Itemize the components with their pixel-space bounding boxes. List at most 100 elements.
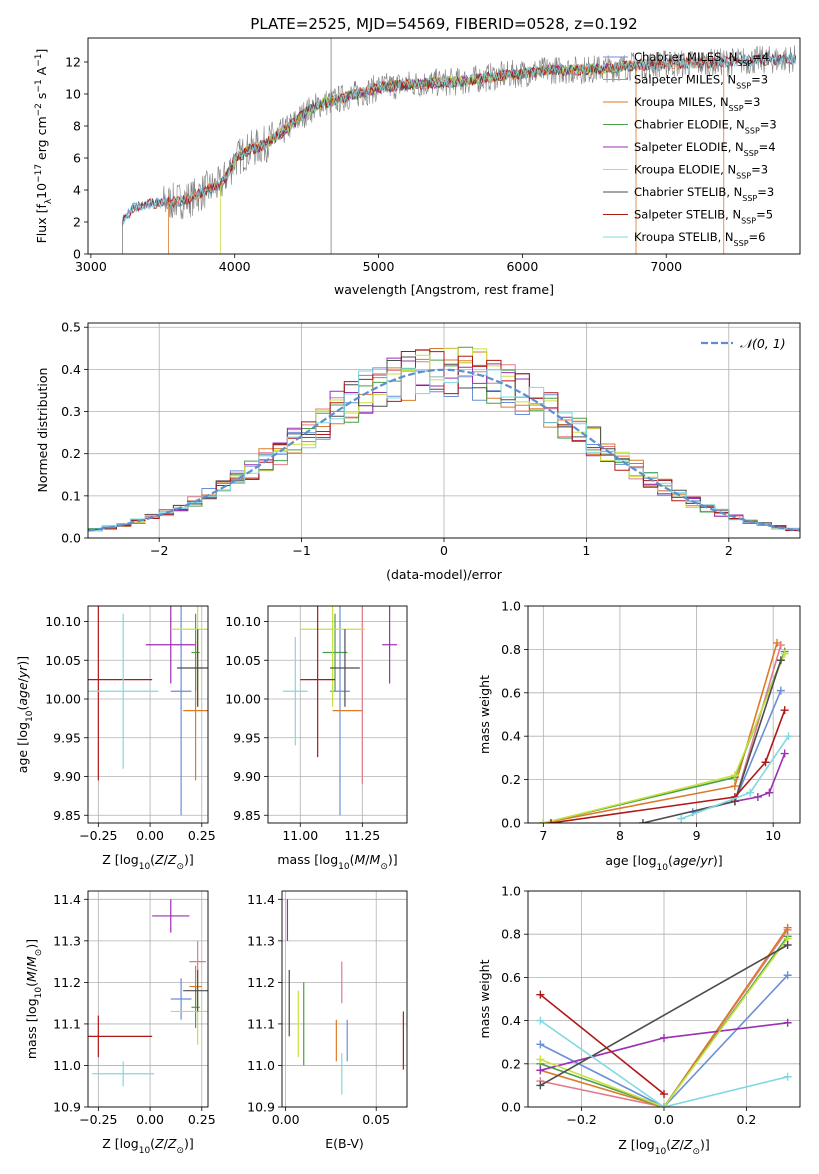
weight-point-kroupa-miles	[773, 638, 782, 647]
residuals-y-tick-label: 0.2	[61, 446, 81, 461]
plot-area	[282, 606, 398, 816]
mass-weight-vs-age-panel: 7 8 9 10 0.0 0.2 0.4 0.6 0.8 1.0 age [log10(age/yr…	[477, 599, 801, 873]
weight-line-salpeter-stelib	[550, 709, 786, 823]
weight-point-kroupa-stelib	[784, 732, 793, 741]
mass-weight-vs-age-y-tick-label: 0.8	[501, 642, 521, 657]
weight-point-chabrier-stelib	[638, 819, 647, 823]
spectrum-panel: 3000 4000 5000 6000 7000 0 2 4 6 8 10 12 wavelength …	[34, 37, 801, 297]
age-vs-Z-x-label: Z [log10(Z/Z⊙)]	[102, 852, 194, 872]
spectrum-y-tick-label: 0	[73, 247, 81, 262]
weight-point-chabrier-stelib	[536, 1081, 545, 1090]
weight-point-chabrier-stelib	[783, 941, 792, 949]
residuals-x-label: (data-model)/error	[386, 567, 503, 582]
plot-area	[536, 923, 792, 1107]
mass-vs-EBV-x-tick-label: 0.05	[362, 1112, 390, 1127]
legend-entry: Salpeter ELODIE, NSSP=4	[634, 140, 776, 158]
mass-weight-vs-Z-y-label: mass weight	[477, 959, 492, 1038]
mass-vs-Z-y-label: mass [log10(M/M⊙)]	[24, 939, 44, 1059]
weight-point-salpeter-elodie	[753, 792, 762, 801]
mass-weight-vs-Z-y-tick-label: 0.6	[501, 970, 521, 985]
model-line-kroupa-stelib	[122, 52, 797, 225]
axes-frame	[87, 605, 209, 824]
residuals-y-tick-label: 0.4	[61, 362, 81, 377]
residuals-x-tick-label: 0	[440, 543, 448, 558]
plot-area	[539, 638, 793, 823]
mass-weight-vs-Z-x-tick-label: 0.0	[654, 1112, 674, 1127]
age-vs-mass-x-label: mass [log10(M/M⊙)]	[277, 852, 397, 872]
mass-vs-Z-y-tick-label: 11.0	[53, 1058, 81, 1073]
legend-entry: Chabrier MILES, NSSP=4	[634, 50, 769, 68]
age-vs-Z-y-tick-label: 10.00	[45, 692, 81, 707]
mass-weight-vs-Z-y-tick-label: 1.0	[501, 884, 521, 899]
residuals-y-tick-label: 0.1	[61, 488, 81, 503]
age-vs-Z-y-tick-label: 10.05	[45, 653, 81, 668]
mass-weight-vs-Z-panel: −0.2 0.0 0.2 0.0 0.2 0.4 0.6 0.8 1.0 Z [log10(Z/Z…	[477, 884, 801, 1157]
spectrum-data-line	[122, 45, 796, 225]
spectrum-y-label: Flux [fλ10−17 erg cm−2 s−1 A−1]	[34, 49, 54, 244]
weight-point-kroupa-elodie	[539, 819, 548, 823]
histogram-salpeter-stelib	[88, 349, 800, 531]
mass-weight-vs-age-x-tick-label: 9	[693, 828, 701, 843]
plot-area	[286, 899, 404, 1095]
mass-vs-Z-x-tick-label: 0.00	[136, 1112, 164, 1127]
legend-entry: Chabrier STELIB, NSSP=3	[634, 185, 774, 203]
mass-vs-EBV-y-tick-label: 11.1	[247, 1016, 275, 1031]
mass-vs-Z-y-tick-label: 11.4	[53, 892, 81, 907]
weight-point-salpeter-stelib	[546, 819, 555, 823]
age-vs-mass-y-tick-label: 10.10	[225, 614, 261, 629]
mass-weight-vs-age-x-label: age [log10(age/yr)]	[605, 853, 722, 873]
axes-frame	[527, 890, 801, 1108]
mass-vs-Z-x-tick-label: 0.25	[188, 1112, 216, 1127]
mass-weight-vs-Z-y-tick-label: 0.0	[501, 1100, 521, 1115]
spectrum-x-tick-label: 3000	[75, 259, 107, 274]
mass-weight-vs-age-y-tick-label: 0.0	[501, 816, 521, 831]
weight-point-salpeter-stelib	[660, 1090, 668, 1099]
weight-point-kroupa-elodie	[536, 1055, 545, 1064]
weight-line-kroupa-miles	[540, 927, 789, 1107]
model-line-salpeter-stelib	[122, 54, 797, 222]
residuals-panel: −2 −1 0 1 2 0.0 0.1 0.2 0.3 0.4 0.5 𝒩(0, 1) (data-mo…	[35, 320, 801, 582]
weight-point-kroupa-stelib	[677, 814, 686, 823]
age-vs-mass-y-tick-label: 9.85	[233, 808, 261, 823]
legend-entry: Salpeter MILES, NSSP=3	[634, 73, 768, 91]
spectrum-x-tick-label: 4000	[219, 259, 251, 274]
weight-point-kroupa-miles	[730, 782, 739, 791]
residuals-y-tick-label: 0.5	[61, 320, 81, 335]
mass-vs-EBV-y-tick-label: 11.0	[247, 1058, 275, 1073]
age-vs-mass-y-tick-label: 9.95	[233, 730, 261, 745]
axes-frame	[87, 890, 209, 1108]
age-vs-mass-y-tick-label: 9.90	[233, 769, 261, 784]
residuals-x-tick-label: 1	[582, 543, 590, 558]
legend-entry: Kroupa MILES, NSSP=3	[634, 95, 760, 113]
mass-vs-EBV-y-tick-label: 11.4	[247, 892, 275, 907]
weight-point-salpeter-stelib	[780, 706, 789, 715]
mass-vs-Z-y-tick-label: 11.3	[53, 933, 81, 948]
mass-vs-Z-x-tick-label: −0.25	[79, 1112, 117, 1127]
age-vs-Z-y-tick-label: 9.85	[53, 808, 81, 823]
weight-point-salpeter-stelib	[761, 758, 770, 767]
weight-point-salpeter-elodie	[783, 1018, 792, 1027]
weight-point-kroupa-elodie	[780, 649, 789, 658]
weight-point-chabrier-miles	[776, 686, 785, 695]
mass-weight-vs-Z-y-tick-label: 0.2	[501, 1056, 521, 1071]
age-vs-Z-x-tick-label: 0.00	[136, 828, 164, 843]
figure-title: PLATE=2525, MJD=54569, FIBERID=0528, z=0…	[250, 15, 637, 33]
weight-point-chabrier-stelib	[776, 656, 785, 665]
weight-line-kroupa-elodie	[540, 938, 789, 1107]
weight-point-salpeter-elodie	[660, 1033, 668, 1042]
mass-vs-Z-y-tick-label: 11.1	[53, 1016, 81, 1031]
age-vs-Z-panel: −0.25 0.00 0.25 9.85 9.90 9.95 10.00 10.05 10.10…	[15, 605, 216, 872]
residuals-y-tick-label: 0.0	[61, 531, 81, 546]
weight-point-salpeter-elodie	[536, 1066, 545, 1075]
age-vs-Z-y-tick-label: 9.95	[53, 730, 81, 745]
age-vs-mass-x-tick-label: 11.25	[344, 828, 380, 843]
spectrum-x-tick-label: 5000	[363, 259, 395, 274]
spectrum-x-tick-label: 7000	[650, 259, 682, 274]
residuals-x-tick-label: −1	[292, 543, 310, 558]
age-vs-Z-x-tick-label: 0.25	[188, 828, 216, 843]
age-vs-Z-x-tick-label: −0.25	[79, 828, 117, 843]
weight-line-kroupa-stelib	[539, 1019, 788, 1107]
age-vs-mass-panel: 11.00 11.25 9.85 9.90 9.95 10.00 10.05 10.10 mas…	[225, 605, 408, 872]
mass-weight-vs-age-y-label: mass weight	[477, 675, 492, 754]
